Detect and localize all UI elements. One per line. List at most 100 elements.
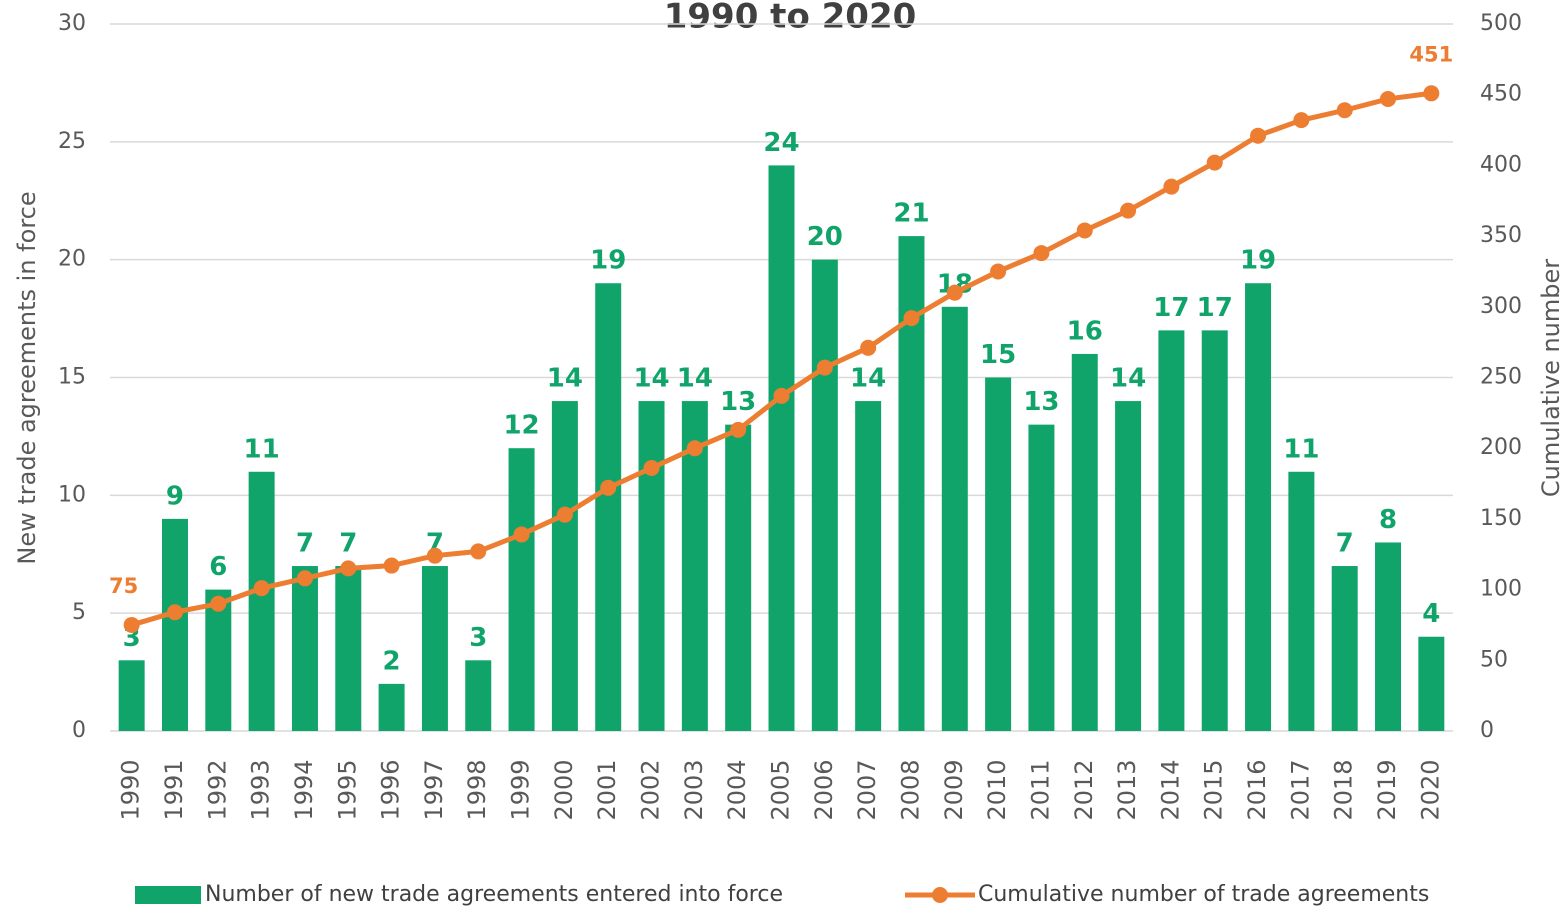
y2-axis-title: Cumulative number — [1537, 259, 1565, 497]
line-marker — [513, 526, 530, 543]
y2-tick-label: 200 — [1480, 435, 1522, 460]
x-tick-label: 1997 — [420, 759, 448, 820]
data-label: 14 — [677, 364, 713, 394]
bar — [855, 401, 882, 731]
data-label: 11 — [244, 434, 280, 464]
x-tick-label: 2010 — [983, 759, 1011, 820]
bar — [421, 566, 448, 731]
data-label: 21 — [893, 199, 929, 229]
data-label: 16 — [1067, 316, 1103, 346]
bar — [1418, 636, 1445, 731]
line-marker — [1336, 102, 1353, 119]
data-label: 13 — [1023, 387, 1059, 417]
x-tick-label: 2012 — [1070, 759, 1098, 820]
bar — [1375, 542, 1402, 731]
y-tick-label: 20 — [58, 247, 86, 272]
x-tick-label: 2015 — [1200, 759, 1228, 820]
bar — [508, 448, 535, 731]
x-tick-label: 1999 — [507, 759, 535, 820]
bar — [1158, 330, 1185, 731]
y-tick-label: 15 — [58, 365, 86, 390]
x-tick-label: 2003 — [680, 759, 708, 820]
bar — [551, 401, 578, 731]
data-label: 14 — [633, 364, 669, 394]
x-tick-label: 2018 — [1330, 759, 1358, 820]
data-label: 3 — [469, 623, 487, 653]
x-tick-label: 2011 — [1026, 759, 1054, 820]
data-label: 9 — [166, 481, 184, 511]
data-label: 12 — [503, 411, 539, 441]
x-tick-label: 1994 — [290, 759, 318, 820]
data-label: 7 — [339, 529, 357, 559]
x-tick-label: 2008 — [896, 759, 924, 820]
bar — [985, 377, 1012, 731]
x-tick-label: 2016 — [1243, 759, 1271, 820]
x-tick-label: 2001 — [593, 759, 621, 820]
data-label: 14 — [547, 364, 583, 394]
x-tick-label: 1995 — [333, 759, 361, 820]
line-marker — [816, 359, 833, 376]
x-tick-label: 2020 — [1416, 759, 1444, 820]
y2-tick-label: 50 — [1480, 647, 1508, 672]
x-tick-label: 2005 — [767, 759, 795, 820]
data-label: 24 — [763, 128, 799, 158]
x-tick-label: 2007 — [853, 759, 881, 820]
chart-title: 1990 to 2020 — [664, 0, 917, 37]
x-tick-label: 1993 — [247, 759, 275, 820]
data-label: 19 — [1240, 246, 1276, 276]
bar — [161, 518, 188, 731]
y-axis-title: New trade agreements in force — [13, 191, 41, 564]
data-label: 7 — [296, 529, 314, 559]
x-tick-label: 2006 — [810, 759, 838, 820]
x-tick-label: 2019 — [1373, 759, 1401, 820]
line-marker — [123, 616, 140, 633]
bar — [1288, 471, 1315, 731]
bar — [1115, 401, 1142, 731]
line-marker — [556, 506, 573, 523]
bar — [725, 424, 752, 731]
bar — [1245, 283, 1272, 731]
data-label: 20 — [807, 222, 843, 252]
bar — [378, 683, 405, 731]
y2-tick-label: 250 — [1480, 365, 1522, 390]
data-label: 8 — [1379, 505, 1397, 535]
y2-tick-label: 150 — [1480, 506, 1522, 531]
legend-label: Number of new trade agreements entered i… — [205, 882, 783, 907]
bar — [1071, 353, 1098, 731]
line-marker — [210, 595, 227, 612]
data-label: 11 — [1283, 434, 1319, 464]
x-tick-label: 1998 — [463, 759, 491, 820]
line-marker — [1033, 245, 1050, 262]
bar — [768, 165, 795, 731]
y-tick-label: 0 — [72, 718, 86, 743]
bar — [335, 566, 362, 731]
bar — [465, 660, 492, 731]
line-marker — [600, 479, 617, 496]
legend-label: Cumulative number of trade agreements — [978, 882, 1429, 907]
x-tick-label: 2017 — [1286, 759, 1314, 820]
y2-tick-label: 400 — [1480, 152, 1522, 177]
bar — [1028, 424, 1055, 731]
line-marker — [1380, 90, 1397, 107]
line-marker — [1423, 85, 1440, 102]
x-tick-label: 2013 — [1113, 759, 1141, 820]
x-tick-label: 1992 — [203, 759, 231, 820]
x-tick-label: 1990 — [117, 759, 145, 820]
y2-tick-label: 100 — [1480, 577, 1522, 602]
y2-tick-label: 0 — [1480, 718, 1494, 743]
line-marker — [470, 543, 487, 560]
data-label: 451 — [1409, 42, 1453, 66]
line-marker — [383, 557, 400, 574]
data-label: 19 — [590, 246, 626, 276]
x-tick-label: 2004 — [723, 759, 751, 820]
bar — [941, 306, 968, 731]
line-marker — [1076, 222, 1093, 239]
line-marker — [990, 263, 1007, 280]
y-tick-label: 5 — [72, 600, 86, 625]
x-tick-label: 2002 — [637, 759, 665, 820]
data-label: 14 — [1110, 364, 1146, 394]
data-label: 13 — [720, 387, 756, 417]
x-tick-label: 2009 — [940, 759, 968, 820]
bar — [638, 401, 665, 731]
line-marker — [860, 339, 877, 356]
